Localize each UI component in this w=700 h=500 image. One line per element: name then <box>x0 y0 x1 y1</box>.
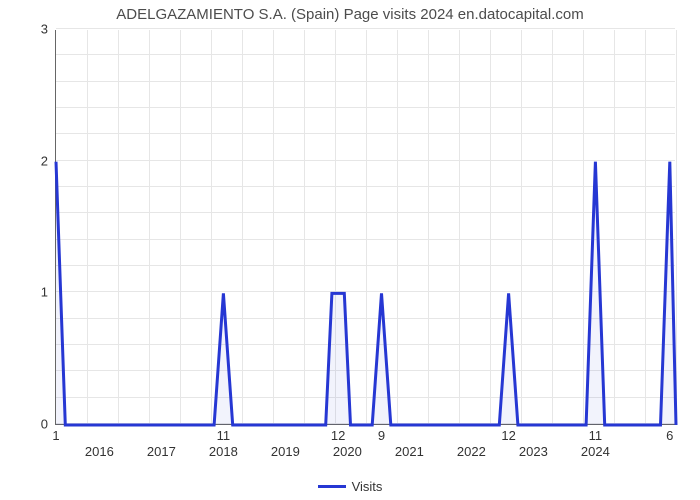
plot-area: 0123201620172018201920202021202220232024… <box>55 30 675 425</box>
visits-chart: ADELGAZAMIENTO S.A. (Spain) Page visits … <box>0 0 700 500</box>
y-tick-label: 3 <box>41 22 48 37</box>
x-point-label: 12 <box>501 428 515 443</box>
x-point-label: 9 <box>378 428 385 443</box>
x-point-label: 11 <box>217 428 231 443</box>
y-tick-label: 0 <box>41 417 48 432</box>
y-tick-label: 1 <box>41 285 48 300</box>
x-year-label: 2022 <box>457 444 486 459</box>
legend: Visits <box>0 476 700 494</box>
legend-label: Visits <box>352 479 383 494</box>
x-year-label: 2021 <box>395 444 424 459</box>
hgrid-major <box>56 28 675 29</box>
legend-swatch <box>318 485 346 488</box>
chart-title: ADELGAZAMIENTO S.A. (Spain) Page visits … <box>0 6 700 23</box>
series-visits <box>56 30 676 425</box>
x-year-label: 2024 <box>581 444 610 459</box>
vgrid <box>676 30 677 424</box>
legend-item-visits: Visits <box>318 479 383 494</box>
x-year-label: 2020 <box>333 444 362 459</box>
y-tick-label: 2 <box>41 153 48 168</box>
x-year-label: 2017 <box>147 444 176 459</box>
x-point-label: 12 <box>331 428 345 443</box>
x-year-label: 2018 <box>209 444 238 459</box>
series-line <box>56 162 676 425</box>
x-point-label: 1 <box>52 428 59 443</box>
x-point-label: 6 <box>666 428 673 443</box>
x-year-label: 2023 <box>519 444 548 459</box>
x-year-label: 2019 <box>271 444 300 459</box>
x-point-label: 11 <box>589 428 603 443</box>
x-year-label: 2016 <box>85 444 114 459</box>
series-fill <box>56 162 676 425</box>
